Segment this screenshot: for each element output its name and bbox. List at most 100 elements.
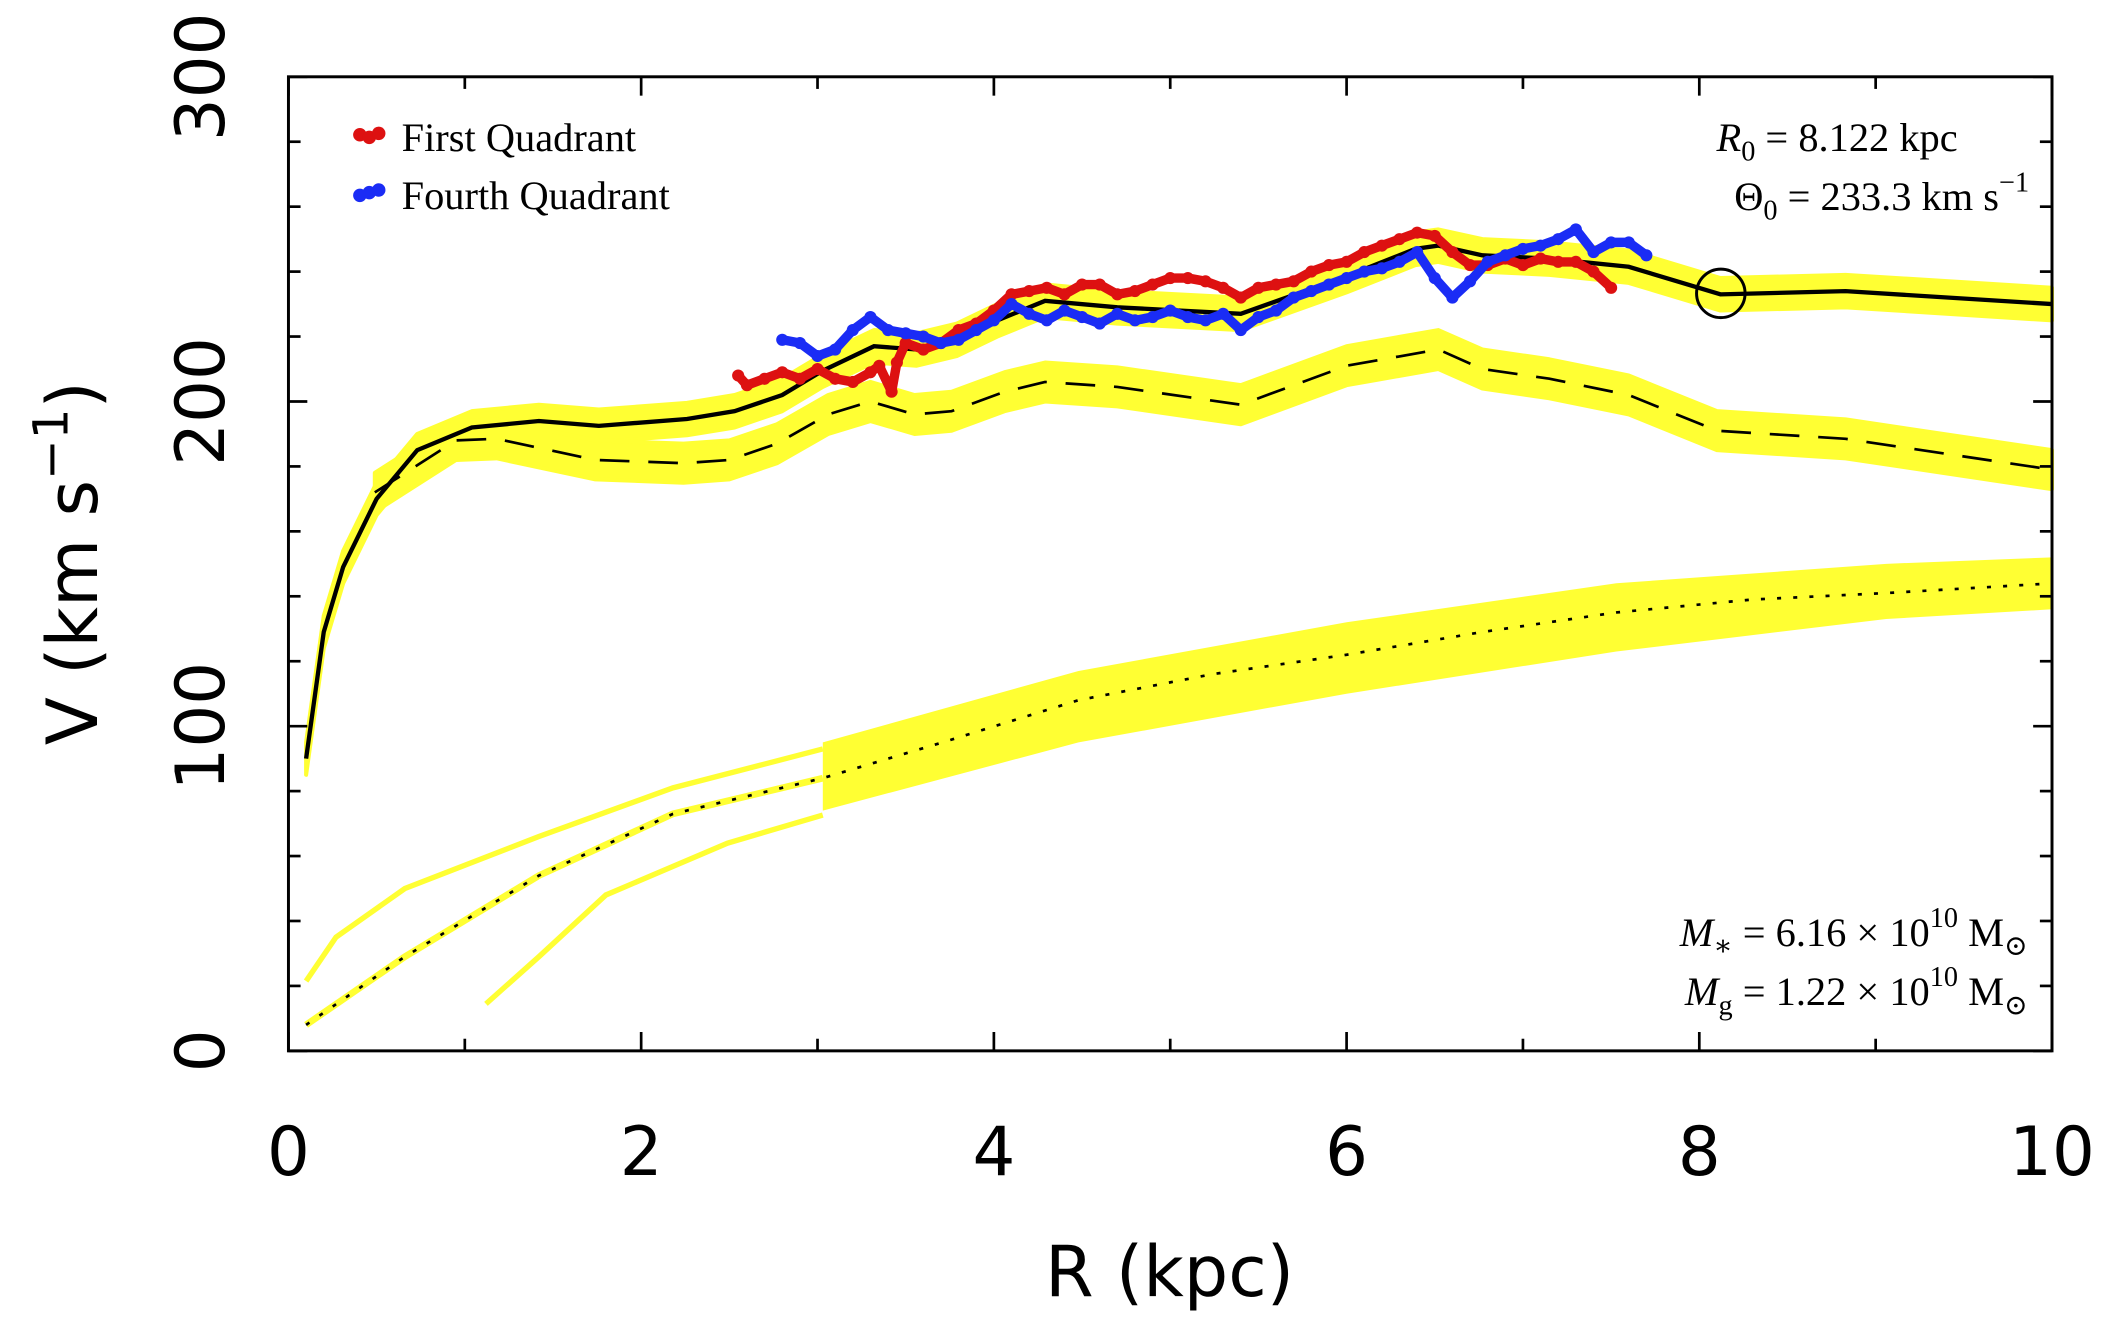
data-point [1305,265,1318,278]
data-point [864,310,877,324]
data-point [740,379,754,392]
halo-curve [305,582,2053,1026]
data-point [1164,304,1177,317]
data-point [1411,226,1424,239]
data-point [1093,317,1106,330]
data-point [1587,246,1600,259]
data-trace [777,224,1652,361]
x-tick-label: 0 [267,1112,310,1191]
data-point [1305,285,1318,298]
x-tick-label: 2 [620,1112,663,1191]
x-tick-label: 10 [2009,1112,2095,1191]
data-point [1428,229,1441,242]
data-point [1463,259,1477,272]
data-point [1463,275,1477,288]
data-point [1516,242,1530,255]
x-tick-label: 4 [972,1112,1015,1191]
data-point [776,366,789,379]
data-point [864,366,877,379]
data-point [1534,239,1547,252]
gas-mass-annotation: Mg = 1.22 × 1010 M⊙ [1684,962,2028,1021]
data-point [1605,236,1618,249]
y-tick-label: 0 [161,1029,240,1072]
data-point [1499,249,1512,262]
theta0-annotation: Θ0 = 233.3 km s−1 [1734,167,2029,226]
data-point [1322,259,1336,272]
data-point [952,333,965,346]
data-point [1058,288,1071,301]
halo-band [822,557,2053,811]
data-point [1146,310,1159,324]
svg-text:Fourth Quadrant: Fourth Quadrant [402,173,670,218]
halo-band-upper-line [303,746,824,983]
r0-annotation: R0 = 8.122 kpc [1716,115,1958,167]
data-point [899,336,912,350]
data-point [793,336,806,350]
data-point [1552,255,1565,268]
data-point [873,359,886,372]
data-point [1005,298,1018,311]
data-point [1411,246,1424,259]
data-point [1234,291,1247,304]
data-point [758,372,771,385]
halo-band-lower-line [484,812,824,1006]
y-tick-label: 300 [161,13,240,142]
x-axis-label: R (kpc) [1045,1231,1294,1313]
data-point [1640,249,1653,262]
data-point [1093,278,1106,291]
data-point [1040,281,1053,294]
data-point [1428,272,1441,285]
data-point [1393,255,1406,268]
data-point [970,323,983,337]
svg-text:First Quadrant: First Quadrant [402,115,637,160]
data-point [1040,314,1053,327]
data-point [1111,288,1124,301]
data-point [1358,246,1371,259]
data-point [1552,233,1565,246]
data-point [899,327,912,340]
data-point [1199,275,1212,288]
x-tick-label: 8 [1678,1112,1721,1191]
data-point [1375,262,1388,275]
data-point [890,356,903,369]
data-point [1234,323,1247,337]
sun-position-marker [1695,267,1747,320]
data-point [1622,236,1635,249]
data-point [1340,255,1353,268]
data-point [829,343,842,356]
data-point [1569,223,1582,236]
data-point [1269,278,1283,291]
data-point [882,323,895,337]
data-point [776,333,789,346]
model-curves [303,243,2053,1026]
data-point [1111,307,1124,320]
data-point [1446,246,1459,259]
data-point [1023,307,1036,320]
data-point [1181,310,1194,324]
data-point [811,349,824,363]
data-point [793,372,806,385]
data-point [1393,233,1406,246]
data-point [1075,278,1089,291]
data-point [829,372,842,385]
y-tick-label: 100 [161,662,240,791]
data-point [1569,255,1582,268]
stellar-mass-annotation: M∗ = 6.16 × 1010 M⊙ [1679,903,2028,962]
data-point [1605,281,1618,294]
data-point [1199,314,1212,327]
data-point [1146,278,1159,291]
data-point [917,343,930,356]
data-point [1269,304,1283,317]
axis-ticks [287,75,2054,1053]
data-point [1358,265,1371,278]
data-point [1322,278,1336,291]
data-point [1252,281,1265,294]
data-point [1217,281,1230,294]
data-point [1075,310,1089,324]
data-point [1252,310,1265,324]
parameter-annotations: R0 = 8.122 kpc Θ0 = 233.3 km s−1 M∗ = 6.… [1679,115,2029,1022]
legend-item-first-quadrant: First Quadrant [353,115,636,160]
baryonic-curve [374,348,2053,494]
